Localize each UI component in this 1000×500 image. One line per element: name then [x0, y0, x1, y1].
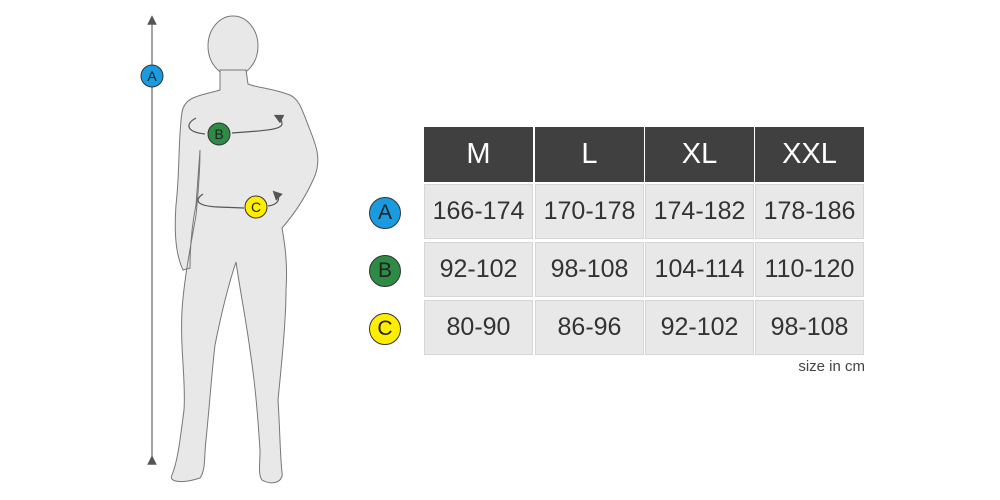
- row-badge-a: A: [369, 197, 401, 229]
- table-cell: 104-114: [645, 242, 754, 297]
- table-cell: 178-186: [755, 184, 864, 239]
- svg-text:B: B: [214, 126, 223, 142]
- header-l: L: [535, 127, 644, 182]
- body-figure: A B C: [140, 15, 319, 484]
- table-cell: 98-108: [755, 300, 864, 355]
- row-badge-b: B: [369, 255, 401, 287]
- chest-arrow: [188, 117, 282, 135]
- table-cell: 110-120: [755, 242, 864, 297]
- table-cell: 174-182: [645, 184, 754, 239]
- table-cell: 98-108: [535, 242, 644, 297]
- header-m: M: [424, 127, 533, 182]
- header-xxl: XXL: [755, 127, 864, 182]
- marker-c: C: [244, 195, 268, 219]
- waist-arrow: [197, 194, 278, 209]
- marker-b: B: [207, 122, 231, 146]
- marker-a: A: [140, 64, 164, 88]
- svg-text:A: A: [147, 68, 157, 84]
- svg-text:C: C: [251, 199, 261, 215]
- row-badge-c: C: [369, 313, 401, 345]
- table-cell: 92-102: [645, 300, 754, 355]
- table-cell: 80-90: [424, 300, 533, 355]
- table-cell: 166-174: [424, 184, 533, 239]
- human-silhouette: [170, 15, 319, 484]
- table-cell: 170-178: [535, 184, 644, 239]
- table-cell: 86-96: [535, 300, 644, 355]
- unit-note: size in cm: [798, 358, 865, 375]
- header-xl: XL: [645, 127, 754, 182]
- table-cell: 92-102: [424, 242, 533, 297]
